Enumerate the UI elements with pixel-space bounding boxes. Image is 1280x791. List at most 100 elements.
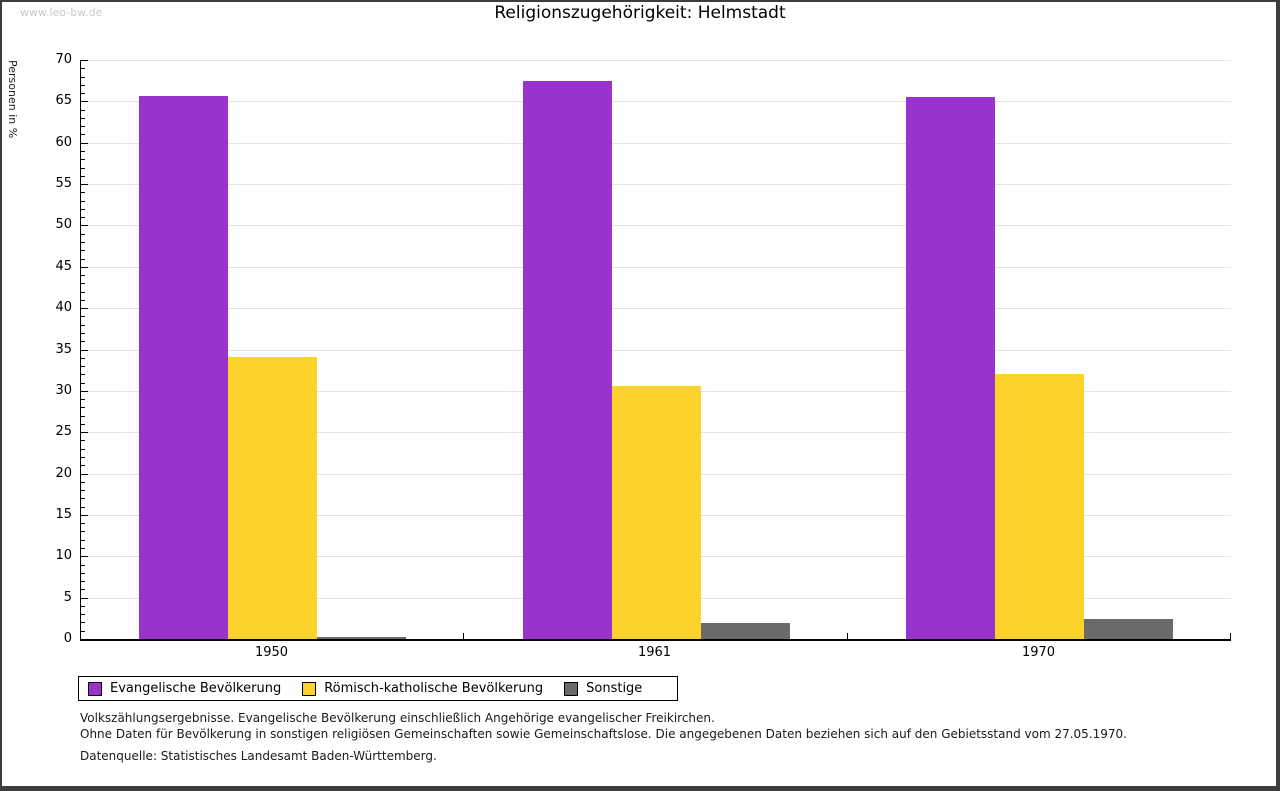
y-tick-minor [81, 168, 85, 169]
y-tick-minor [81, 217, 85, 218]
bar-1970-series-0 [906, 97, 995, 639]
y-tick-label: 45 [55, 259, 72, 274]
y-gridline [82, 143, 1231, 144]
y-tick-minor [81, 126, 85, 127]
y-tick-minor [81, 581, 85, 582]
y-tick-major [81, 515, 88, 516]
y-tick-minor [81, 498, 85, 499]
y-tick-minor [81, 68, 85, 69]
y-tick-label: 70 [55, 52, 72, 67]
y-tick-minor [81, 85, 85, 86]
y-tick-minor [81, 292, 85, 293]
y-tick-minor [81, 507, 85, 508]
y-tick-major [81, 184, 88, 185]
y-tick-minor [81, 358, 85, 359]
y-tick-major [81, 267, 88, 268]
legend-label-0: Evangelische Bevölkerung [110, 681, 282, 696]
y-tick-minor [81, 424, 85, 425]
y-tick-label: 60 [55, 135, 72, 150]
y-gridline [82, 225, 1231, 226]
y-tick-minor [81, 300, 85, 301]
legend-label-2: Sonstige [586, 681, 643, 696]
y-tick-minor [81, 325, 85, 326]
bar-1950-series-0 [139, 96, 228, 639]
y-tick-minor [81, 275, 85, 276]
x-category-label: 1950 [254, 645, 289, 660]
y-tick-minor [81, 151, 85, 152]
legend-item-1: Römisch-katholische Bevölkerung [302, 681, 543, 696]
y-tick-minor [81, 134, 85, 135]
y-tick-minor [81, 259, 85, 260]
y-tick-minor [81, 242, 85, 243]
y-tick-label: 20 [55, 466, 72, 481]
y-tick-minor [81, 416, 85, 417]
y-tick-minor [81, 192, 85, 193]
y-gridline [82, 101, 1231, 102]
y-tick-minor [81, 573, 85, 574]
y-tick-label: 50 [55, 217, 72, 232]
y-tick-minor [81, 333, 85, 334]
y-tick-major [81, 432, 88, 433]
y-tick-label: 5 [63, 590, 72, 605]
y-tick-minor [81, 565, 85, 566]
y-tick-major [81, 60, 88, 61]
y-tick-label: 10 [55, 548, 72, 563]
y-tick-label: 0 [63, 631, 72, 646]
y-tick-minor [81, 523, 85, 524]
y-tick-minor [81, 209, 85, 210]
y-tick-label: 30 [55, 383, 72, 398]
y-tick-minor [81, 631, 85, 632]
x-category-label: 1961 [637, 645, 672, 660]
y-tick-minor [81, 234, 85, 235]
x-axis-tick [1230, 633, 1231, 639]
legend-item-2: Sonstige [564, 681, 642, 696]
y-tick-minor [81, 482, 85, 483]
y-tick-major [81, 350, 88, 351]
y-tick-minor [81, 383, 85, 384]
y-tick-minor [81, 283, 85, 284]
y-tick-minor [81, 440, 85, 441]
legend-swatch-0 [88, 681, 102, 696]
y-tick-minor [81, 399, 85, 400]
y-tick-minor [81, 159, 85, 160]
bar-1961-series-1 [612, 386, 701, 639]
chart-title: Religionszugehörigkeit: Helmstadt [494, 3, 786, 23]
y-tick-minor [81, 374, 85, 375]
y-tick-minor [81, 449, 85, 450]
y-tick-minor [81, 407, 85, 408]
x-axis-tick [463, 633, 464, 639]
legend-item-0: Evangelische Bevölkerung [88, 681, 281, 696]
legend-swatch-2 [564, 681, 579, 696]
bar-1970-series-1 [995, 374, 1084, 639]
y-tick-major [81, 225, 88, 226]
data-source: Datenquelle: Statistisches Landesamt Bad… [80, 749, 437, 763]
y-tick-minor [81, 118, 85, 119]
bar-1950-series-2 [317, 637, 406, 639]
legend-label-1: Römisch-katholische Bevölkerung [324, 681, 544, 696]
y-tick-major [81, 391, 88, 392]
y-tick-label: 15 [55, 507, 72, 522]
y-tick-minor [81, 490, 85, 491]
y-tick-minor [81, 622, 85, 623]
y-tick-minor [81, 176, 85, 177]
legend: Evangelische Bevölkerung Römisch-katholis… [78, 676, 678, 701]
plot-area [80, 60, 1231, 641]
y-tick-minor [81, 548, 85, 549]
y-tick-major [81, 143, 88, 144]
y-tick-minor [81, 316, 85, 317]
legend-swatch-1 [302, 681, 317, 696]
bar-1961-series-0 [523, 81, 612, 639]
y-tick-major [81, 598, 88, 599]
y-tick-minor [81, 465, 85, 466]
y-gridline [82, 184, 1231, 185]
x-axis-tick [847, 633, 848, 639]
footnote-line: Ohne Daten für Bevölkerung in sonstigen … [80, 726, 1127, 741]
y-tick-minor [81, 366, 85, 367]
y-tick-minor [81, 457, 85, 458]
y-tick-major [81, 308, 88, 309]
y-tick-major [81, 101, 88, 102]
y-tick-minor [81, 93, 85, 94]
y-tick-label: 25 [55, 424, 72, 439]
